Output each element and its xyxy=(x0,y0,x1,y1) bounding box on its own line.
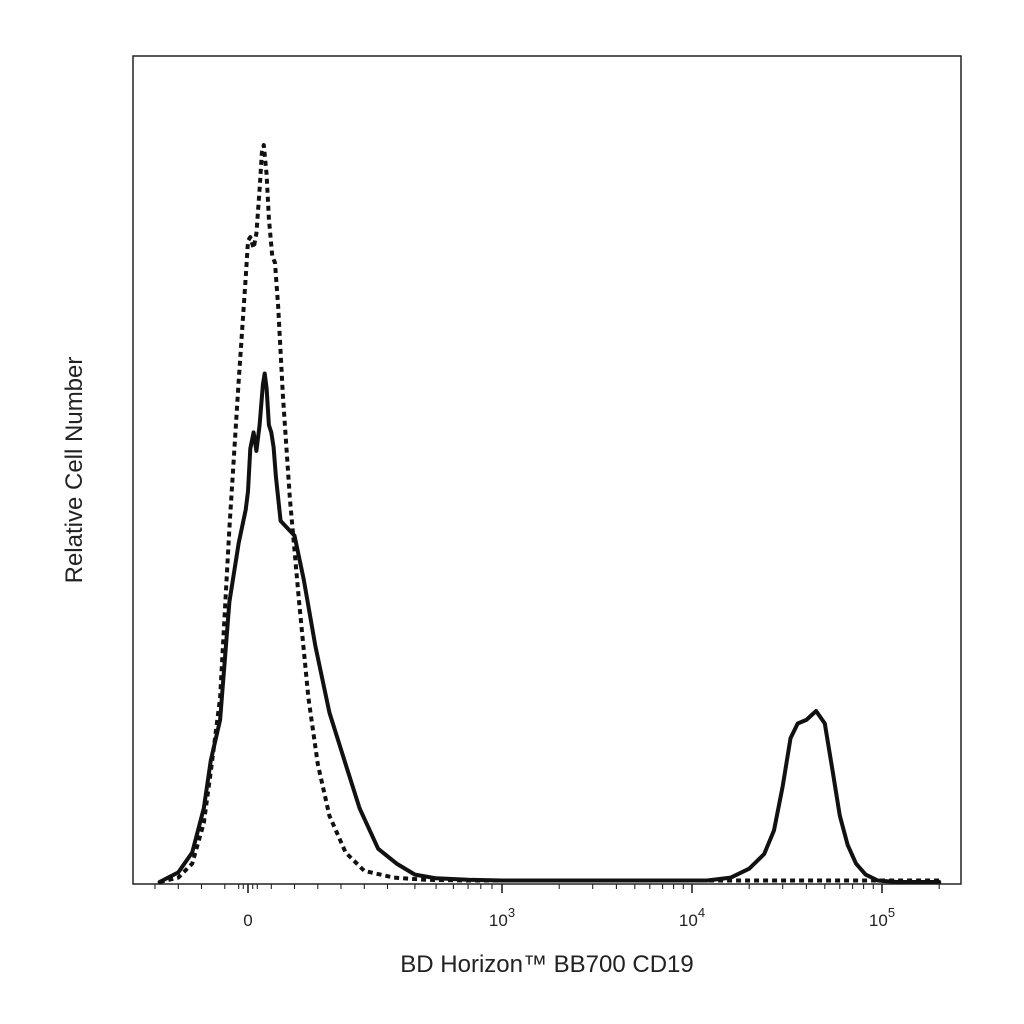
x-tick-label: 105 xyxy=(869,905,895,930)
x-tick-label-base: 10 xyxy=(489,911,508,930)
x-tick-label-base: 10 xyxy=(869,911,888,930)
x-tick-label-exponent: 5 xyxy=(888,905,895,920)
x-tick-label: 0 xyxy=(243,911,252,930)
stained-sample-series xyxy=(157,371,942,884)
x-tick-label-exponent: 4 xyxy=(698,905,705,920)
x-axis-ticks xyxy=(154,884,940,893)
x-axis-tick-labels: 0 103 104 105 xyxy=(243,905,895,930)
x-tick-label-base: 0 xyxy=(243,911,252,930)
isotype-control-series xyxy=(159,143,940,884)
y-axis-title: Relative Cell Number xyxy=(61,357,88,584)
x-tick-label: 104 xyxy=(679,905,705,930)
x-tick-label: 103 xyxy=(489,905,515,930)
x-axis-title: BD Horizon™ BB700 CD19 xyxy=(400,951,693,978)
x-tick-label-base: 10 xyxy=(679,911,698,930)
series-layer xyxy=(157,143,942,884)
plot-frame xyxy=(132,55,962,885)
x-tick-label-exponent: 3 xyxy=(508,905,515,920)
